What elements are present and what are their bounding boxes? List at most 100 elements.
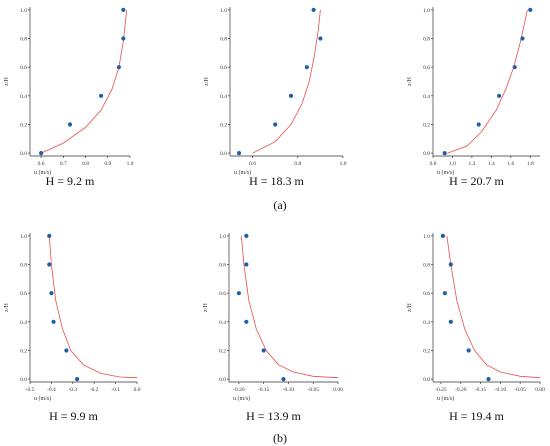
y-tick-label: 1.0: [20, 8, 27, 14]
y-tick-label: 0.4: [220, 94, 227, 100]
y-tick-label: 0.2: [20, 122, 27, 128]
x-tick-label: 1.0: [449, 161, 456, 167]
data-point: [74, 377, 80, 382]
panel-caption: H = 19.4 m: [449, 409, 504, 423]
data-point: [311, 7, 316, 12]
x-axis-title: u (m/s): [437, 395, 454, 402]
x-tick-label: -0.05: [514, 387, 526, 393]
fit-curve: [40, 9, 128, 154]
y-tick-label: 0.2: [220, 122, 227, 128]
y-tick-label: 0.6: [219, 291, 226, 297]
x-tick-label: 1.8: [527, 161, 534, 167]
y-axis-title: z/H: [204, 77, 210, 86]
y-tick-label: 0.4: [20, 94, 27, 100]
data-point: [236, 291, 242, 296]
data-point: [304, 65, 309, 70]
x-tick-label: 0.6: [249, 161, 256, 167]
data-point: [281, 377, 286, 382]
data-point: [47, 262, 52, 267]
y-tick-label: 1.0: [423, 234, 430, 240]
chart-panel-3: 0.0 0.2 0.4 0.6 0.8 1.0 0.8 1.0 1.2 1.4 1.6 1.8 u (m…: [407, 7, 540, 188]
chart-panel-5: 0.0 0.2 0.4 0.6 0.8 1.0 -0.20 -0.15 -0.10 -0.05 0.…: [203, 233, 343, 423]
x-tick-label: -0.1: [111, 387, 120, 393]
x-tick-label: -0.15: [258, 387, 270, 393]
panel-caption: H = 9.2 m: [46, 174, 95, 188]
data-point: [49, 291, 54, 296]
data-point: [116, 65, 121, 70]
y-tick-label: 1.0: [219, 234, 226, 240]
x-tick-label: -0.05: [307, 387, 319, 393]
data-point: [244, 233, 249, 238]
y-tick-label: 0.4: [219, 320, 226, 326]
x-tick-label: 0.8: [294, 161, 301, 167]
fit-curve: [447, 9, 528, 154]
y-tick-label: 0.4: [423, 94, 430, 100]
x-tick-label: 0.7: [60, 161, 67, 167]
data-point: [99, 93, 104, 98]
x-tick-label: -0.10: [283, 387, 295, 393]
x-axis-title: u (m/s): [34, 395, 51, 402]
data-point: [121, 7, 126, 12]
data-point: [64, 348, 69, 353]
y-tick-label: 0.4: [423, 320, 430, 326]
x-tick-label: -0.10: [495, 387, 507, 393]
data-point: [273, 122, 278, 127]
x-tick-label: -0.20: [233, 387, 245, 393]
y-tick-label: 0.2: [423, 348, 430, 354]
data-point: [442, 291, 447, 296]
y-tick-label: 0.0: [219, 377, 226, 383]
x-tick-label: 1.0: [340, 161, 347, 167]
x-axis-title: u (m/s): [234, 169, 251, 176]
fit-curve: [252, 9, 321, 154]
x-tick-label: -0.3: [68, 387, 77, 393]
x-tick-label: 1.4: [488, 161, 495, 167]
panel-caption: H = 18.3 m: [249, 174, 304, 188]
panel-caption: H = 9.9 m: [49, 409, 98, 423]
x-axis-title: u (m/s): [233, 395, 250, 402]
data-point: [261, 348, 266, 353]
y-tick-label: 0.4: [20, 320, 27, 326]
x-tick-label: -0.20: [455, 387, 467, 393]
data-point: [442, 151, 447, 156]
data-point: [528, 7, 533, 12]
y-tick-label: 0.0: [20, 377, 27, 383]
x-tick-label: 0.00: [333, 387, 343, 393]
y-tick-label: 0.2: [423, 122, 430, 128]
data-point: [244, 319, 249, 324]
x-tick-label: 0.9: [104, 161, 111, 167]
y-tick-label: 1.0: [423, 8, 430, 14]
data-point: [39, 151, 44, 156]
x-tick-label: -0.25: [435, 387, 447, 393]
data-point: [448, 319, 453, 324]
y-tick-label: 0.8: [423, 263, 430, 269]
data-point: [288, 93, 294, 98]
data-point: [236, 151, 242, 156]
data-point: [486, 377, 491, 382]
x-tick-label: 0.8: [82, 161, 89, 167]
y-axis-title: z/H: [407, 77, 413, 86]
x-tick-label: -0.15: [475, 387, 487, 393]
x-tick-label: 0.00: [535, 387, 545, 393]
fit-curve: [48, 235, 138, 379]
y-tick-label: 0.6: [20, 65, 27, 71]
data-point: [318, 36, 323, 41]
y-tick-label: 0.0: [423, 151, 430, 157]
y-tick-label: 0.8: [220, 37, 227, 43]
chart-panel-1: 0.0 0.2 0.4 0.6 0.8 1.0 0.6 0.7 0.8 0.9 1.0 u (m/s)…: [4, 7, 134, 188]
data-point: [520, 36, 525, 41]
chart-panel-6: 0.0 0.2 0.4 0.6 0.8 1.0 -0.25 -0.20 -0.15 -0.10 -0…: [407, 233, 545, 423]
data-point: [512, 65, 517, 70]
y-tick-label: 0.8: [219, 263, 226, 269]
x-tick-label: 0.8: [430, 161, 437, 167]
y-axis-title: z/H: [4, 77, 10, 86]
data-point: [466, 348, 471, 353]
x-tick-label: 0.6: [38, 161, 45, 167]
fit-curve: [241, 235, 339, 379]
chart-panel-2: 0.0 0.2 0.4 0.6 0.8 1.0 0.6 0.8 1.0 u (m/s) z/H H =…: [204, 7, 347, 188]
panel-caption: H = 13.9 m: [246, 409, 301, 423]
x-tick-label: -0.2: [90, 387, 99, 393]
y-tick-label: 1.0: [20, 234, 27, 240]
y-tick-label: 0.0: [220, 151, 227, 157]
y-tick-label: 0.6: [20, 291, 27, 297]
